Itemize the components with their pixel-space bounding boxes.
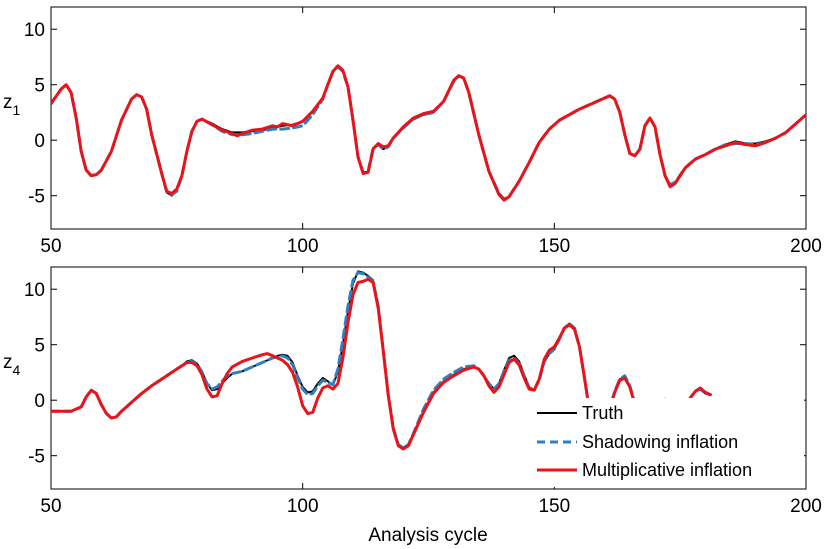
top-plot-area (50, 6, 807, 230)
bottom-ytick-label: -5 (28, 447, 45, 468)
legend-box (532, 398, 804, 487)
bottom-panel: 50 100 150 200 -5 0 5 10 z4 Analysis cycle Trut… (3, 266, 822, 546)
bottom-ytick-label: 10 (24, 280, 45, 301)
top-ytick-label: 10 (24, 20, 45, 41)
top-ytick-label: -5 (28, 187, 45, 208)
bottom-ylabel: z4 (3, 352, 21, 378)
top-ytick-label: 0 (34, 131, 45, 152)
top-xtick-label: 200 (790, 236, 822, 257)
top-xtick-label: 100 (287, 236, 319, 257)
x-axis-label: Analysis cycle (368, 525, 487, 546)
top-xtick-label: 50 (40, 236, 61, 257)
top-ytick-label: 5 (34, 76, 45, 97)
legend-label-truth: Truth (582, 403, 623, 423)
bottom-xtick-label: 50 (40, 496, 61, 517)
bottom-ytick-label: 5 (34, 336, 45, 357)
legend: Truth Shadowing inflation Multiplicative… (532, 398, 804, 487)
top-xtick-label: 150 (538, 236, 570, 257)
bottom-series-multiplicative-inflation (51, 277, 712, 451)
legend-label-shadowing: Shadowing inflation (582, 432, 738, 452)
bottom-ytick-label: 0 (34, 391, 45, 412)
top-panel: 50 100 150 200 -5 0 5 10 z1 (3, 6, 822, 257)
bottom-xtick-label: 150 (538, 496, 570, 517)
top-ylabel: z1 (3, 92, 21, 118)
legend-label-multiplicative: Multiplicative inflation (582, 460, 752, 480)
bottom-xtick-label: 200 (790, 496, 822, 517)
bottom-xtick-label: 100 (287, 496, 319, 517)
top-series-multiplicative-inflation (51, 64, 806, 202)
